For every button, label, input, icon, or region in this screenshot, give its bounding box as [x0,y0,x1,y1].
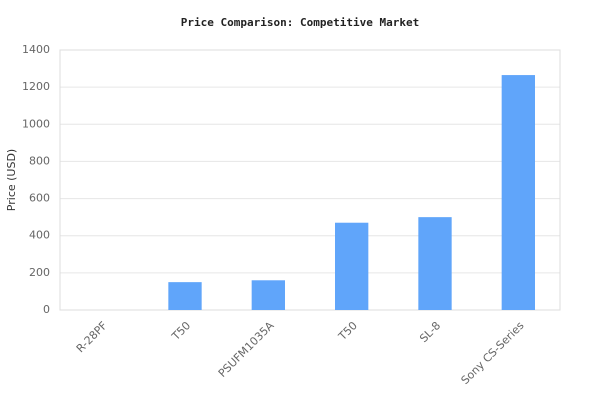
y-tick-label: 0 [43,303,50,316]
x-tick-label: PSUFM1035A [216,319,277,380]
y-tick-label: 200 [29,266,50,279]
y-tick-label: 1200 [22,80,50,93]
bar [335,222,369,310]
x-tick-label: T50 [169,319,194,344]
bar [251,280,285,310]
x-tick-label: R-28PF [74,319,110,355]
chart-title: Price Comparison: Competitive Market [181,16,419,29]
y-tick-label: 1000 [22,117,50,130]
y-tick-label: 400 [29,229,50,242]
y-tick-label: 600 [29,192,50,205]
y-tick-label: 1400 [22,43,50,56]
bar [501,75,535,310]
bar [168,282,202,310]
x-tick-label: SL-8 [417,319,443,345]
y-axis-label: Price (USD) [5,149,18,211]
y-tick-label: 800 [29,154,50,167]
plot-border [59,49,561,311]
x-tick-label: T50 [335,319,360,344]
bar [418,217,452,310]
x-tick-label: Sony CS-Series [459,319,527,387]
